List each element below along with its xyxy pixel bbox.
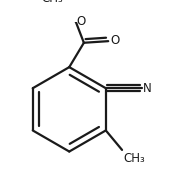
Text: O: O bbox=[77, 15, 86, 28]
Text: CH₃: CH₃ bbox=[123, 152, 145, 164]
Text: O: O bbox=[110, 34, 119, 47]
Text: CH₃: CH₃ bbox=[42, 0, 64, 6]
Text: N: N bbox=[143, 82, 152, 95]
